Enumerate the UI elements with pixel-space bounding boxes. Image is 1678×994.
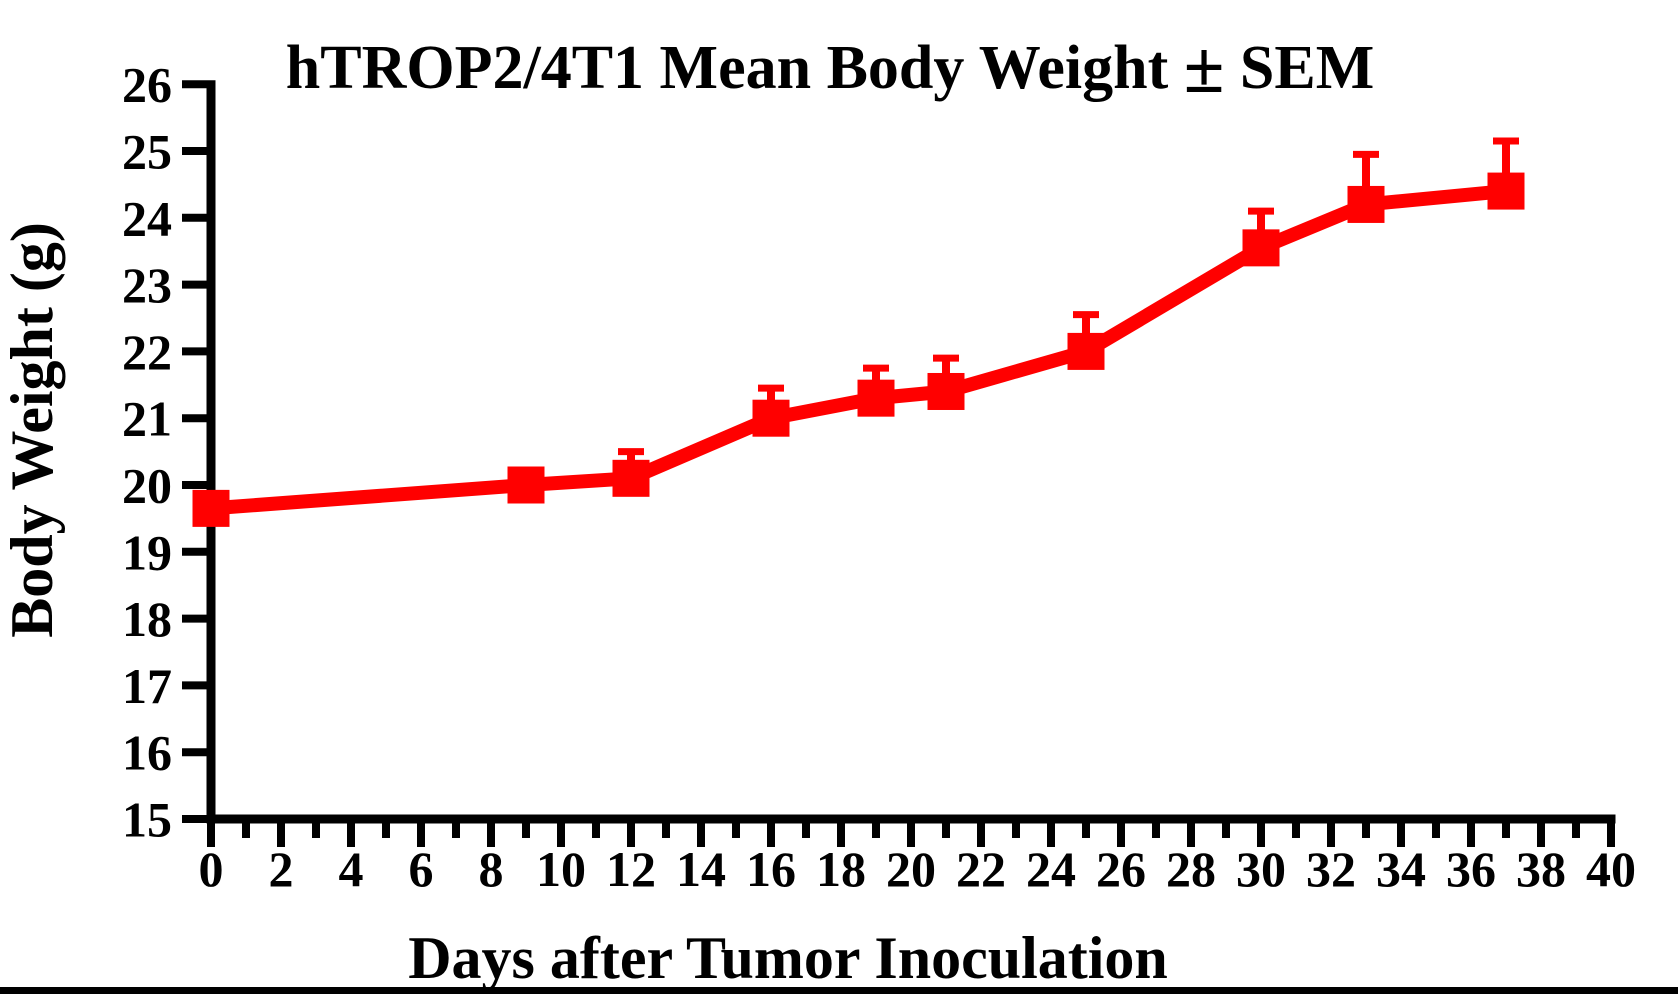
y-tick-label: 25 <box>122 124 172 180</box>
x-tick-label: 18 <box>816 841 866 897</box>
y-tick-label: 26 <box>122 57 172 113</box>
y-tick-label: 22 <box>122 324 172 380</box>
data-point-marker <box>752 399 790 437</box>
x-tick-label: 40 <box>1586 841 1636 897</box>
data-point-marker <box>1067 332 1105 370</box>
data-series <box>192 137 1525 527</box>
y-tick-label: 19 <box>122 524 172 580</box>
y-tick-label: 16 <box>122 725 172 781</box>
x-tick-label: 4 <box>339 841 364 897</box>
x-tick-label: 20 <box>886 841 936 897</box>
x-tick-label: 14 <box>676 841 726 897</box>
x-tick-label: 16 <box>746 841 796 897</box>
x-tick-label: 12 <box>606 841 656 897</box>
x-tick-label: 34 <box>1376 841 1426 897</box>
data-point-marker <box>927 372 965 410</box>
data-point-marker <box>857 379 895 417</box>
data-point-marker <box>192 489 230 527</box>
x-tick-label: 2 <box>269 841 294 897</box>
data-point-marker <box>1487 172 1525 210</box>
y-tick-label: 21 <box>122 391 172 447</box>
y-tick-label: 15 <box>122 792 172 848</box>
x-tick-label: 24 <box>1026 841 1076 897</box>
x-tick-label: 38 <box>1516 841 1566 897</box>
series-line <box>210 184 1507 516</box>
y-tick-label: 23 <box>122 257 172 313</box>
y-tick-label: 18 <box>122 591 172 647</box>
x-tick-label: 8 <box>479 841 504 897</box>
y-tick-label: 20 <box>122 458 172 514</box>
data-point-marker <box>612 459 650 497</box>
y-tick-label: 24 <box>122 190 172 246</box>
x-tick-label: 6 <box>409 841 434 897</box>
x-tick-label: 0 <box>199 841 224 897</box>
x-tick-label: 36 <box>1446 841 1496 897</box>
x-tick-label: 10 <box>536 841 586 897</box>
data-point-marker <box>507 466 545 504</box>
data-point-marker <box>1242 229 1280 267</box>
x-tick-label: 32 <box>1306 841 1356 897</box>
data-point-marker <box>1347 185 1385 223</box>
y-tick-label: 17 <box>122 658 172 714</box>
x-tick-label: 28 <box>1166 841 1216 897</box>
x-tick-label: 22 <box>956 841 1006 897</box>
y-axis-label: Body Weight (g) <box>0 222 65 638</box>
x-axis-label: Days after Tumor Inoculation <box>408 925 1168 991</box>
chart-title: hTROP2/4T1 Mean Body Weight ± SEM <box>286 27 1374 109</box>
x-tick-label: 30 <box>1236 841 1286 897</box>
x-tick-label: 26 <box>1096 841 1146 897</box>
bottom-divider <box>0 987 1678 994</box>
